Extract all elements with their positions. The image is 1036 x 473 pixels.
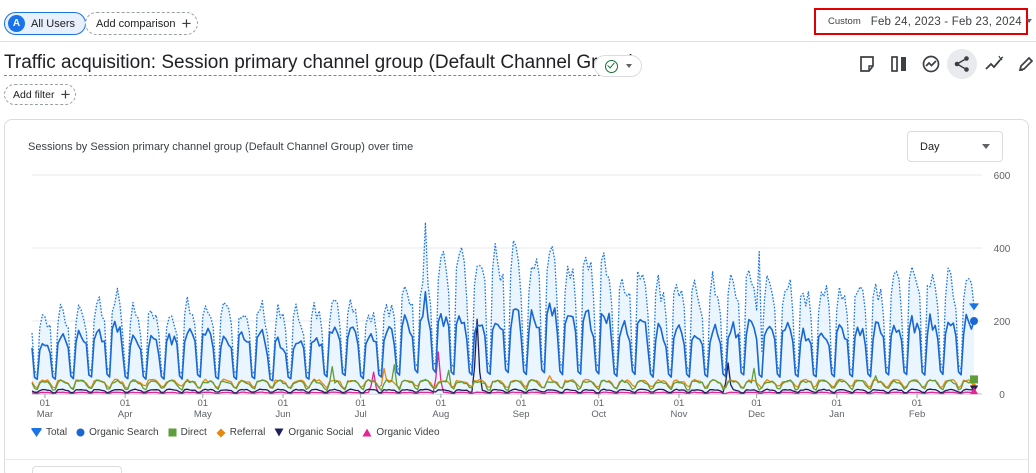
add-filter-label: Add filter bbox=[13, 88, 55, 101]
x-tick-month: Aug bbox=[432, 409, 449, 420]
x-tick-day: 01 bbox=[674, 398, 685, 409]
date-range-label: Feb 24, 2023 - Feb 23, 2024 bbox=[870, 15, 1022, 28]
segment-label: All Users bbox=[31, 17, 76, 30]
x-tick-day: 01 bbox=[198, 398, 209, 409]
top-bar: A All Users Add comparison + Custom Feb … bbox=[0, 0, 1036, 42]
pin-marker-icon bbox=[31, 428, 42, 437]
triangle-down-marker-icon bbox=[274, 428, 284, 437]
x-tick-day: 01 bbox=[832, 398, 843, 409]
x-tick-month: Dec bbox=[748, 409, 765, 420]
insights-icon[interactable] bbox=[919, 52, 943, 76]
date-preset-label: Custom bbox=[828, 16, 861, 27]
triangle-up-marker-icon bbox=[362, 428, 372, 437]
add-comparison-button[interactable]: Add comparison + bbox=[85, 12, 199, 35]
x-tick-day: 01 bbox=[593, 398, 604, 409]
legend-item-organic-search[interactable]: Organic Search bbox=[76, 427, 159, 438]
page-title[interactable]: Traffic acquisition: Session primary cha… bbox=[4, 52, 636, 76]
divider bbox=[4, 459, 1029, 460]
x-tick-day: 01 bbox=[40, 398, 51, 409]
legend-label: Organic Video bbox=[376, 427, 440, 438]
organic-video-end-marker bbox=[970, 387, 978, 395]
x-tick-month: Apr bbox=[118, 409, 133, 420]
x-tick-month: Mar bbox=[37, 409, 53, 420]
y-tick-label: 200 bbox=[994, 317, 1011, 328]
legend-item-total[interactable]: Total bbox=[31, 427, 67, 438]
x-tick-day: 01 bbox=[436, 398, 447, 409]
check-circle-icon bbox=[604, 59, 618, 73]
add-filter-button[interactable]: Add filter + bbox=[4, 84, 77, 105]
legend-label: Direct bbox=[180, 427, 207, 438]
x-tick-month: May bbox=[194, 409, 212, 420]
x-tick-month: Nov bbox=[671, 409, 688, 420]
granularity-select[interactable]: Day bbox=[907, 131, 1003, 162]
add-comparison-label: Add comparison bbox=[96, 17, 176, 30]
x-tick-day: 01 bbox=[751, 398, 762, 409]
legend-label: Referral bbox=[229, 427, 266, 438]
chart-legend: Total Organic Search Direct Referral Org… bbox=[31, 427, 440, 438]
diamond-marker-icon bbox=[216, 428, 226, 437]
legend-label: Organic Social bbox=[288, 427, 354, 438]
series-line-organic-social bbox=[31, 318, 975, 394]
x-tick-month: Sep bbox=[513, 409, 530, 420]
series-line-total bbox=[31, 221, 975, 377]
square-marker-icon bbox=[168, 428, 177, 437]
series-line-direct bbox=[31, 364, 975, 392]
series-line-referral bbox=[31, 367, 975, 389]
segment-chip-all-users[interactable]: A All Users bbox=[4, 12, 87, 35]
legend-label: Total bbox=[46, 427, 68, 438]
x-tick-day: 01 bbox=[516, 398, 527, 409]
table-controls[interactable] bbox=[32, 466, 122, 473]
legend-item-direct[interactable]: Direct bbox=[168, 427, 207, 438]
x-tick-day: 01 bbox=[278, 398, 289, 409]
x-tick-day: 01 bbox=[355, 398, 366, 409]
compare-columns-icon[interactable] bbox=[887, 52, 911, 76]
x-tick-month: Feb bbox=[909, 409, 925, 420]
y-tick-label: 400 bbox=[994, 244, 1011, 255]
report-status-dropdown[interactable] bbox=[594, 55, 642, 77]
segment-avatar: A bbox=[8, 15, 25, 32]
y-tick-label: 600 bbox=[994, 171, 1011, 182]
legend-label: Organic Search bbox=[89, 427, 159, 438]
chevron-down-icon bbox=[625, 64, 632, 68]
legend-item-organic-social[interactable]: Organic Social bbox=[274, 427, 353, 438]
plus-icon: + bbox=[60, 85, 71, 104]
x-tick-month: Jan bbox=[829, 409, 844, 420]
edit-icon[interactable] bbox=[1014, 52, 1036, 76]
direct-end-marker bbox=[970, 375, 978, 384]
organic-search-end-marker bbox=[970, 317, 978, 325]
x-tick-month: Jul bbox=[355, 409, 367, 420]
granularity-value: Day bbox=[920, 140, 940, 153]
sessions-line-chart[interactable]: 020040060001Mar01Apr01May01Jun01Jul01Aug… bbox=[0, 165, 1036, 420]
series-line-organic-video bbox=[31, 351, 975, 395]
chart-title: Sessions by Session primary channel grou… bbox=[28, 141, 414, 153]
share-icon[interactable] bbox=[947, 49, 977, 79]
x-tick-month: Jun bbox=[275, 409, 290, 420]
legend-item-referral[interactable]: Referral bbox=[216, 427, 266, 438]
trend-icon[interactable] bbox=[982, 52, 1006, 76]
x-tick-day: 01 bbox=[912, 398, 923, 409]
circle-marker-icon bbox=[76, 428, 85, 437]
plus-icon: + bbox=[181, 14, 192, 33]
chevron-down-icon bbox=[982, 144, 990, 149]
x-tick-month: Oct bbox=[591, 409, 606, 420]
y-tick-label: 0 bbox=[999, 390, 1005, 401]
x-tick-day: 01 bbox=[120, 398, 131, 409]
notes-icon[interactable] bbox=[855, 52, 879, 76]
date-range-picker[interactable]: Custom Feb 24, 2023 - Feb 23, 2024 bbox=[814, 8, 1028, 35]
legend-item-organic-video[interactable]: Organic Video bbox=[362, 427, 440, 438]
total-area bbox=[32, 222, 974, 394]
total-end-marker bbox=[969, 303, 979, 311]
date-range-dropdown-icon[interactable] bbox=[1026, 19, 1032, 23]
